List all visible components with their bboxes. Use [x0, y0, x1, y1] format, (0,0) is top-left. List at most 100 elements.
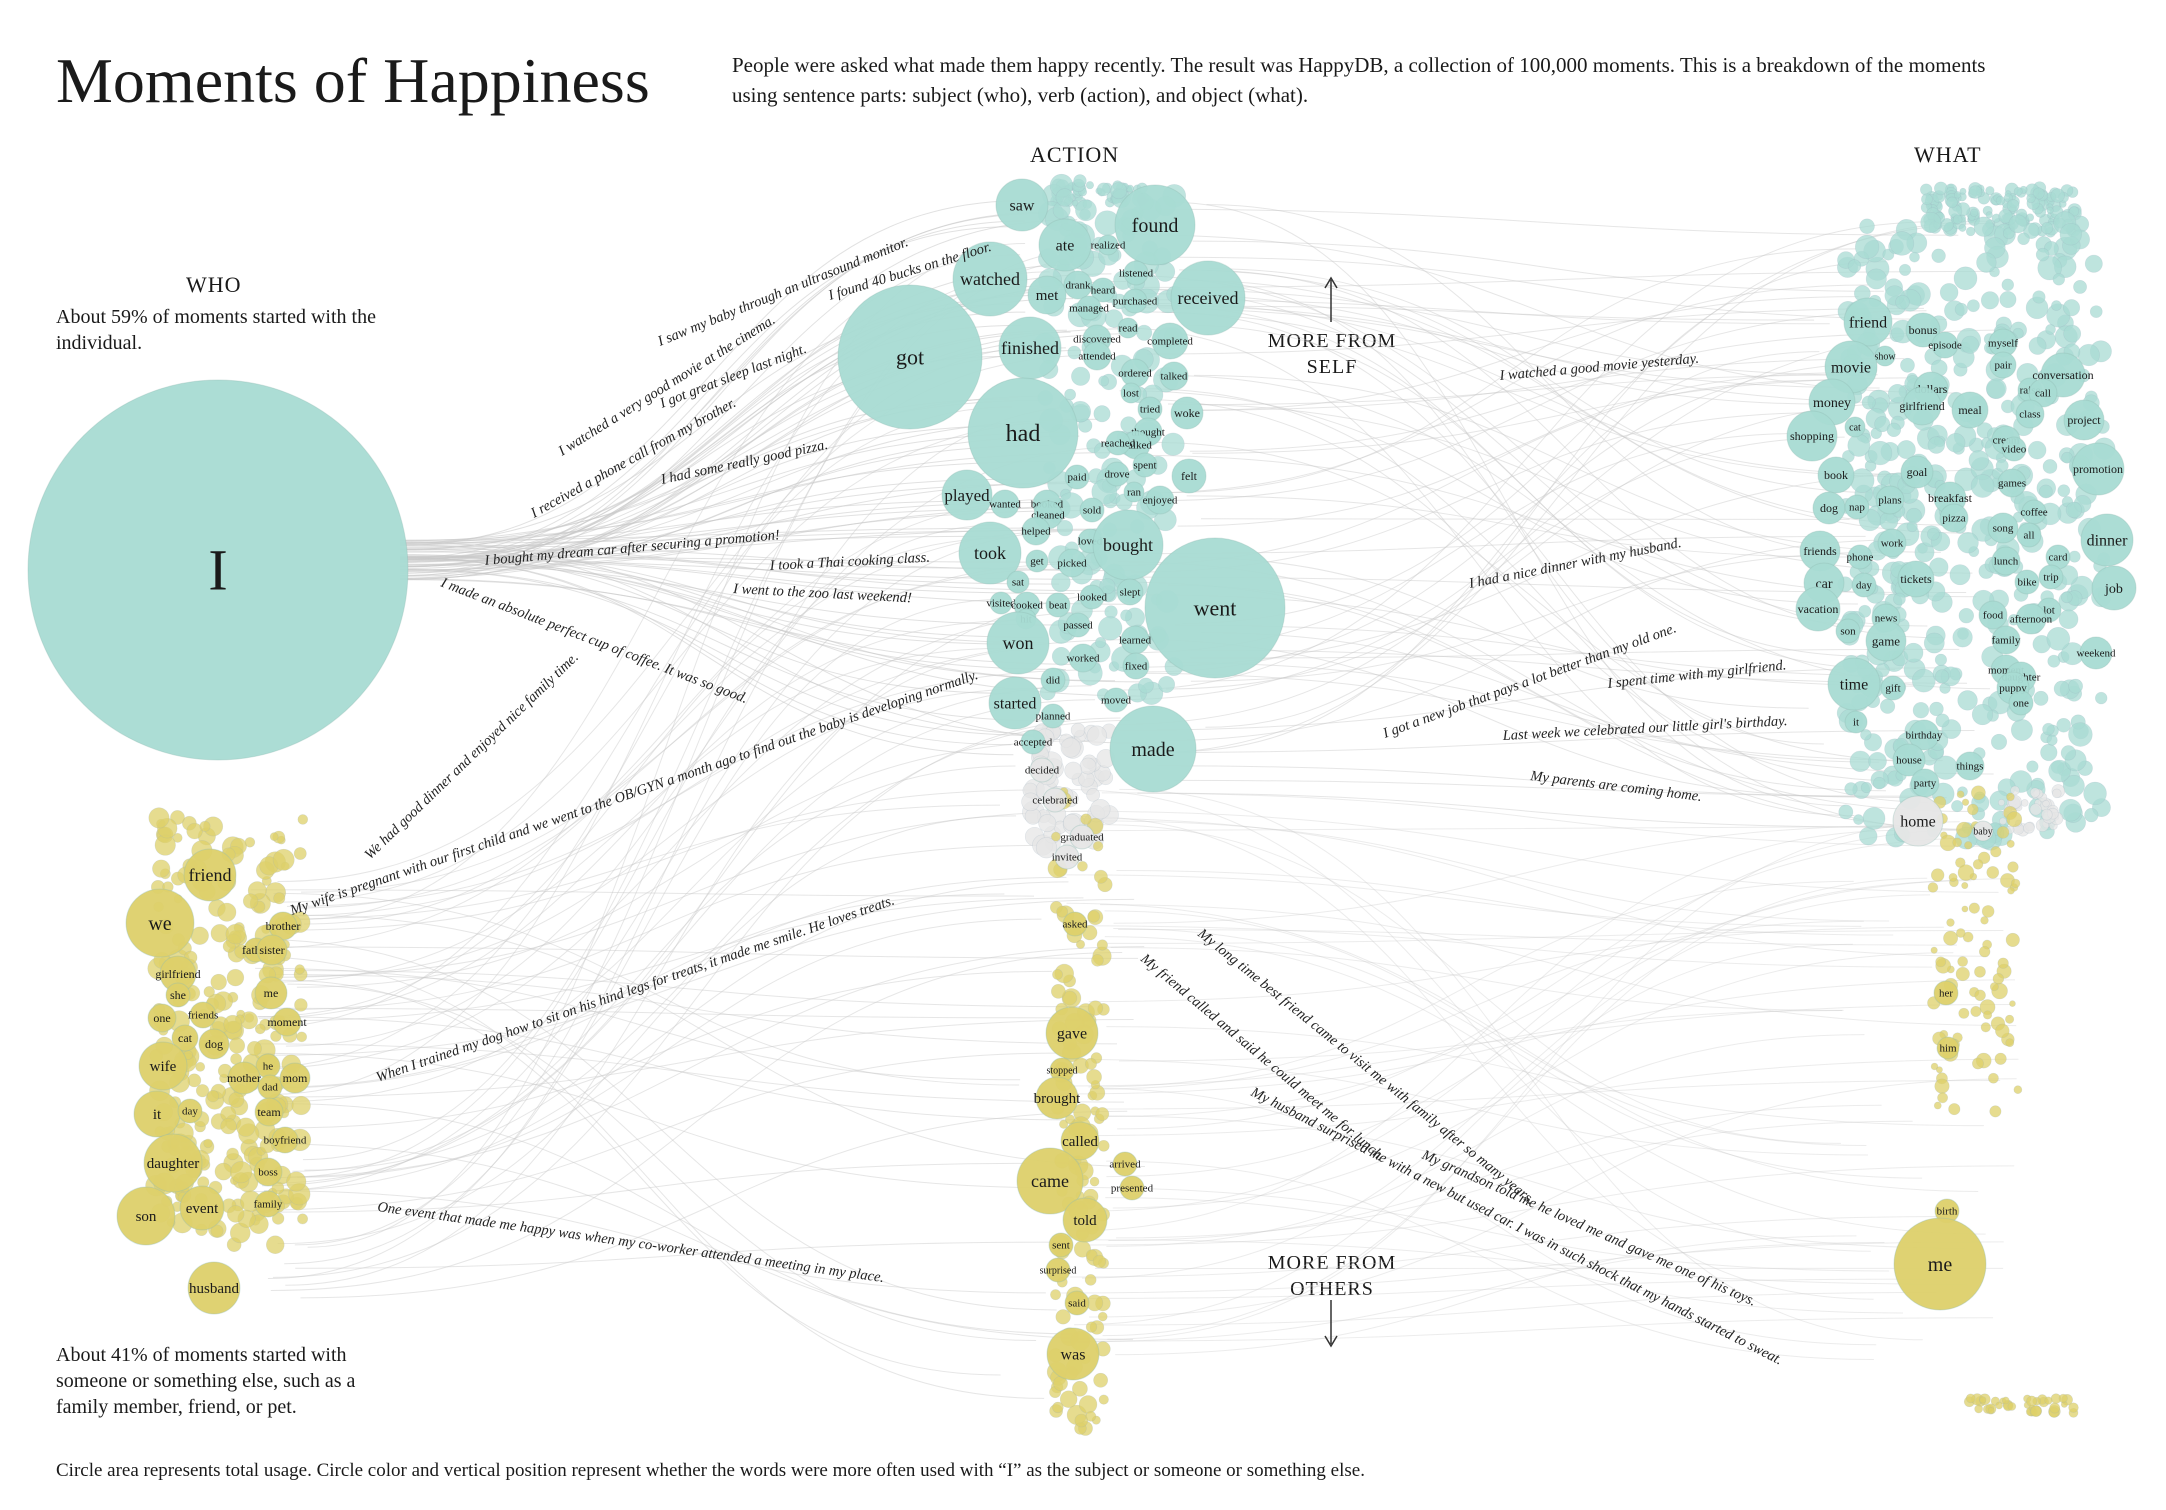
filler-bubble	[1934, 1078, 1950, 1094]
word-bubble-class: class	[2015, 399, 2045, 429]
filler-bubble	[1934, 181, 1948, 196]
link-line	[300, 1110, 1128, 1299]
filler-bubble	[1961, 905, 1969, 913]
word-bubble-cat: cat	[1844, 416, 1866, 438]
word-bubble-day: day	[1851, 572, 1877, 598]
filler-bubble	[1981, 905, 1995, 918]
link-line	[1103, 1291, 1937, 1326]
word-bubble-ate: ate	[1038, 218, 1092, 272]
filler-bubble	[2035, 247, 2050, 262]
filler-bubble	[1989, 1105, 2002, 1118]
word-bubble-sat: sat	[1006, 570, 1030, 594]
filler-bubble	[1995, 1023, 2010, 1039]
link-line	[255, 1007, 1065, 1019]
page-title: Moments of Happiness	[56, 45, 650, 116]
word-label: weekend	[2076, 648, 2116, 660]
filler-bubble	[1935, 1066, 1943, 1074]
who-header: WHO	[186, 272, 242, 297]
link-line	[1164, 248, 1856, 494]
filler-bubble	[1035, 837, 1058, 859]
word-label: met	[1036, 288, 1059, 304]
word-label: picked	[1057, 558, 1087, 570]
link-line	[1190, 649, 1968, 684]
word-bubble-got: got	[837, 284, 983, 430]
word-label: invited	[1052, 852, 1083, 864]
link-line	[399, 527, 1054, 541]
filler-bubble	[1951, 800, 1964, 813]
link-line	[273, 892, 1020, 1086]
filler-bubble	[1935, 713, 1950, 728]
filler-bubble	[2027, 440, 2047, 460]
link-line	[285, 648, 1042, 1286]
filler-bubble	[1959, 187, 1967, 195]
filler-bubble	[1970, 785, 1986, 801]
filler-bubble	[1161, 432, 1185, 456]
filler-bubble	[2026, 193, 2036, 204]
filler-bubble	[217, 902, 237, 922]
filler-bubble	[1052, 1401, 1064, 1414]
link-line	[251, 876, 1067, 1090]
link-line	[399, 548, 1060, 585]
word-bubble-ran: ran	[1123, 481, 1145, 503]
filler-bubble	[2068, 678, 2083, 694]
filler-bubble	[1983, 1010, 1993, 1020]
link-line	[1066, 789, 1871, 1252]
word-bubble-lost: lost	[1120, 382, 1142, 404]
filler-bubble	[1097, 1139, 1110, 1152]
word-label: boyfriend	[264, 1135, 307, 1147]
link-line	[292, 591, 1143, 1172]
link-line	[1089, 920, 1864, 1090]
filler-bubble	[1079, 757, 1097, 775]
word-label: pair	[1994, 360, 2011, 372]
link-line	[301, 563, 1081, 893]
link-line	[1120, 730, 1975, 754]
word-label: shopping	[1790, 429, 1834, 443]
link-line	[258, 620, 1017, 1019]
link-line	[278, 844, 1037, 1011]
word-bubble-son: son	[1835, 618, 1861, 644]
filler-bubble	[291, 1095, 311, 1116]
word-label: won	[1003, 633, 1034, 653]
filler-bubble	[1986, 378, 2007, 399]
word-label: paid	[1068, 472, 1087, 484]
filler-bubble	[1086, 787, 1101, 802]
link-line	[1150, 310, 1927, 502]
word-label: pizza	[1942, 513, 1965, 525]
filler-bubble	[1976, 252, 1997, 273]
word-label: graduated	[1060, 832, 1104, 844]
link-line	[295, 568, 1060, 909]
filler-bubble	[2001, 1396, 2010, 1405]
filler-bubble	[1994, 1052, 2007, 1065]
word-bubble-song: song	[1987, 512, 2019, 544]
link-line	[1116, 1120, 1913, 1239]
word-label: family	[254, 1199, 283, 1211]
link-line	[399, 200, 1025, 546]
link-line	[1118, 928, 1957, 946]
word-label: ordered	[1118, 368, 1152, 380]
filler-bubble	[294, 964, 305, 975]
link-line	[296, 740, 1093, 988]
filler-bubble	[1995, 459, 2009, 473]
self-share-note: About 59% of moments started with the in…	[56, 306, 376, 354]
filler-bubble	[206, 1089, 220, 1103]
word-bubble-did: did	[1040, 667, 1066, 693]
link-line	[257, 946, 1145, 1179]
word-bubble-bike: bike	[2014, 569, 2040, 595]
link-line	[253, 881, 1069, 1192]
filler-bubble	[1080, 813, 1092, 825]
link-line	[1113, 824, 1927, 924]
link-line	[251, 956, 1045, 1399]
filler-bubble	[1948, 872, 1958, 882]
filler-bubble	[1967, 803, 1979, 816]
filler-bubble	[2059, 798, 2082, 822]
word-label: lost	[1123, 388, 1139, 400]
link-line	[255, 967, 1021, 1081]
word-bubble-read: read	[1117, 317, 1139, 339]
filler-bubble	[2013, 186, 2023, 196]
filler-bubble	[1930, 868, 1945, 882]
word-label: promotion	[2073, 462, 2123, 476]
filler-bubble	[1955, 966, 1970, 982]
link-line	[1110, 947, 1844, 1011]
word-label: drank	[1065, 280, 1091, 292]
